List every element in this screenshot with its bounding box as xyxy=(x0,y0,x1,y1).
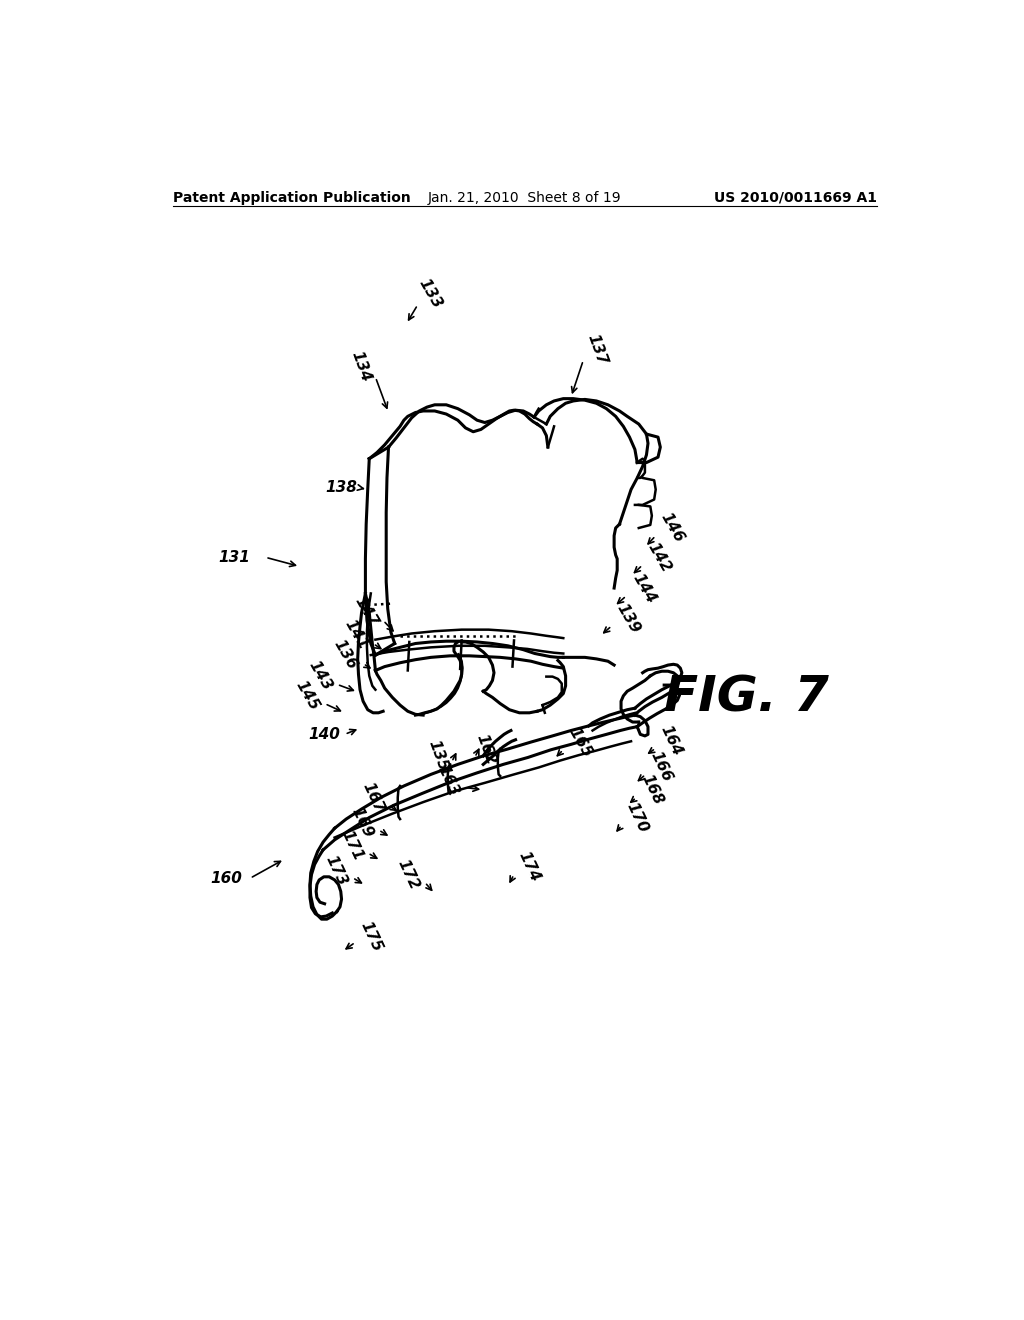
Text: Patent Application Publication: Patent Application Publication xyxy=(173,191,411,205)
Text: FIG. 7: FIG. 7 xyxy=(665,673,829,722)
Text: 141: 141 xyxy=(342,616,371,652)
Text: 134: 134 xyxy=(348,348,373,384)
Text: 146: 146 xyxy=(658,511,687,545)
Text: Jan. 21, 2010  Sheet 8 of 19: Jan. 21, 2010 Sheet 8 of 19 xyxy=(428,191,622,205)
Text: 137: 137 xyxy=(585,331,610,367)
Text: 133: 133 xyxy=(416,276,444,310)
Text: 162: 162 xyxy=(473,733,499,767)
Text: 135: 135 xyxy=(425,738,451,772)
Text: 143: 143 xyxy=(306,659,335,693)
Text: 139: 139 xyxy=(614,602,643,636)
Text: 165: 165 xyxy=(565,725,595,759)
Text: 144: 144 xyxy=(630,570,658,606)
Text: 168: 168 xyxy=(639,772,666,808)
Text: 171: 171 xyxy=(338,828,366,863)
Text: 136: 136 xyxy=(331,638,360,673)
Text: 140: 140 xyxy=(308,727,340,742)
Text: 147: 147 xyxy=(352,594,381,628)
Text: 131: 131 xyxy=(218,549,250,565)
Text: 172: 172 xyxy=(394,857,422,892)
Text: 174: 174 xyxy=(515,849,543,884)
Text: 166: 166 xyxy=(648,748,675,784)
Text: 138: 138 xyxy=(326,480,357,495)
Text: 142: 142 xyxy=(645,540,674,574)
Text: 175: 175 xyxy=(357,919,385,954)
Text: 170: 170 xyxy=(624,800,650,836)
Text: 169: 169 xyxy=(348,804,376,840)
Text: 163: 163 xyxy=(434,763,462,799)
Text: US 2010/0011669 A1: US 2010/0011669 A1 xyxy=(715,191,878,205)
Text: 167: 167 xyxy=(359,780,386,816)
Text: 173: 173 xyxy=(323,853,350,888)
Text: 160: 160 xyxy=(210,871,243,886)
Text: 145: 145 xyxy=(293,678,322,713)
Text: 164: 164 xyxy=(658,723,685,758)
